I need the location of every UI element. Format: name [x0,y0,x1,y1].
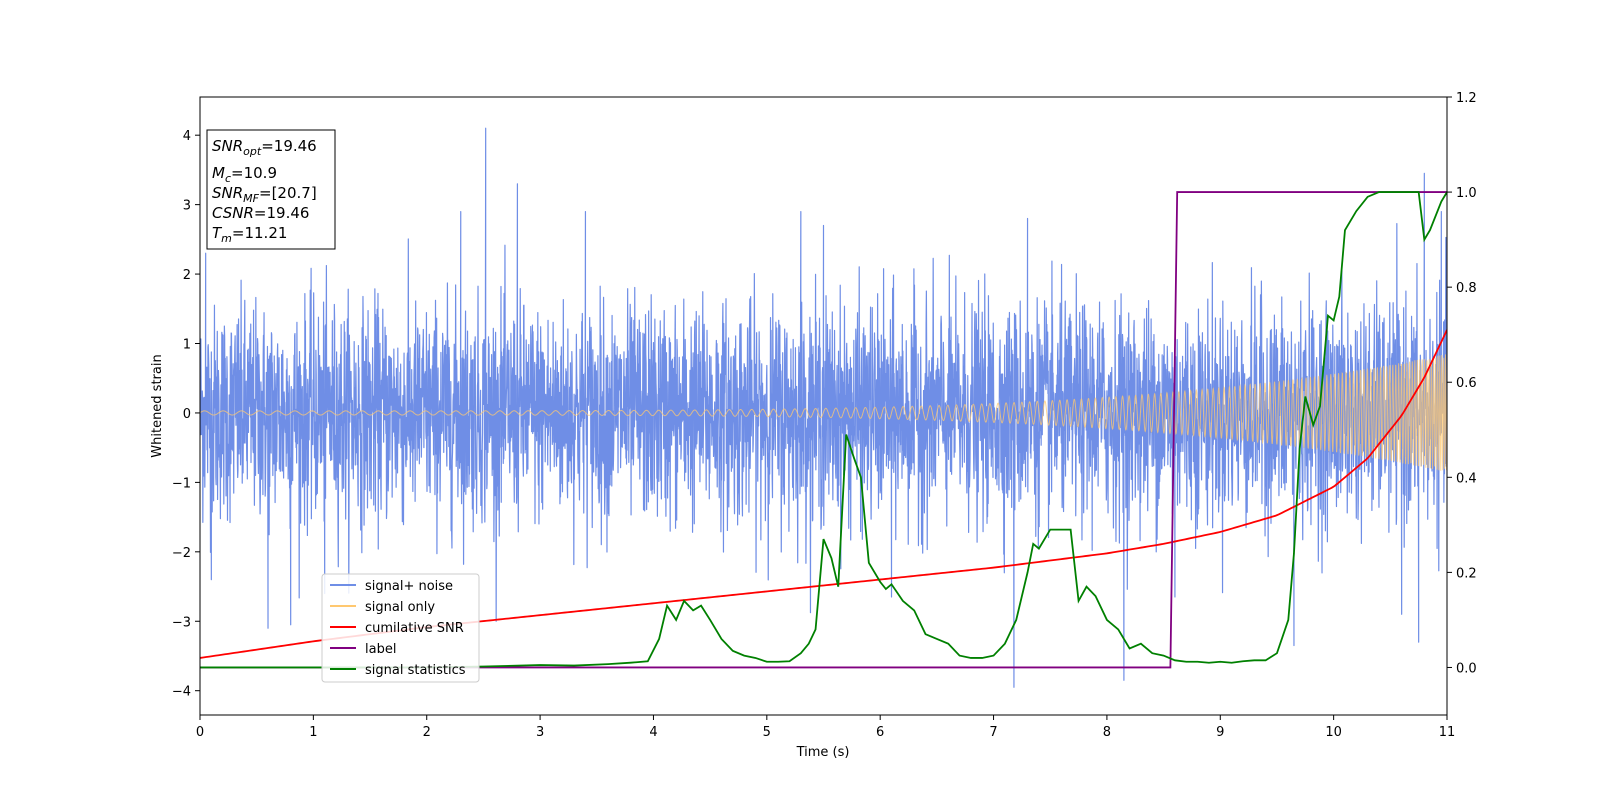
y-right-tick-label: 0.6 [1456,376,1477,391]
x-axis-ticks: 0 1 2 3 4 5 6 7 8 9 10 11 [196,715,1455,740]
legend: signal+ noise signal only cumilative SNR… [321,573,480,683]
info-snr-opt: SNRopt=19.46 [212,137,317,158]
series-label-line [200,191,1447,669]
x-tick-label: 7 [989,725,997,740]
x-tick-label: 8 [1103,725,1111,740]
y-left-tick-label: −4 [172,685,191,700]
y-right-tick-label: 1.2 [1456,91,1477,106]
info-snr-mf: SNRMF=[20.7] [212,184,317,205]
series-signal-only-line [200,354,1447,471]
x-tick-label: 0 [196,725,204,740]
info-box: SNRopt=19.46 Mc=10.9 SNRMF=[20.7] CSNR=1… [206,129,336,250]
y-right-tick-label: 0.2 [1456,566,1477,581]
y-left-tick-label: 2 [183,268,191,283]
axes-frame [199,96,1448,716]
y-right-axis-ticks: 0.0 0.2 0.4 0.6 0.8 1.0 1.2 [1447,91,1477,676]
info-merger-time: Tm=11.21 [212,224,287,245]
x-tick-label: 1 [309,725,317,740]
y-right-tick-label: 1.0 [1456,186,1477,201]
y-left-tick-label: 4 [183,129,191,144]
y-left-tick-label: −1 [172,476,191,491]
x-tick-label: 5 [763,725,771,740]
y-left-tick-label: 0 [183,407,191,422]
y-left-tick-label: −2 [172,546,191,561]
x-tick-label: 10 [1325,725,1342,740]
y-right-tick-label: 0.4 [1456,471,1477,486]
info-chirp-mass: Mc=10.9 [212,164,277,185]
y-left-axis-ticks: −4 −3 −2 −1 0 1 2 3 4 [172,129,200,700]
legend-label-signal-noise: signal+ noise [365,579,453,594]
series-signal-statistics-line [200,191,1447,669]
y-left-tick-label: 3 [183,199,191,214]
y-left-tick-label: 1 [183,338,191,353]
info-box-frame [206,129,336,250]
x-tick-label: 2 [423,725,431,740]
legend-label-signal-statistics: signal statistics [365,663,466,678]
x-axis-label: Time (s) [796,745,850,760]
x-tick-label: 4 [649,725,657,740]
y-axis-label: Whitened strain [150,354,165,457]
legend-label-cumulative-snr: cumilative SNR [365,621,464,636]
x-tick-label: 3 [536,725,544,740]
legend-label-signal-only: signal only [365,600,435,615]
x-tick-label: 11 [1439,725,1456,740]
x-tick-label: 9 [1216,725,1224,740]
legend-frame [321,573,480,683]
y-right-tick-label: 0.8 [1456,281,1477,296]
info-csnr: CSNR=19.46 [212,204,309,222]
y-left-tick-label: −3 [172,615,191,630]
x-tick-label: 6 [876,725,884,740]
legend-label-label: label [365,642,396,657]
y-right-tick-label: 0.0 [1456,661,1477,676]
